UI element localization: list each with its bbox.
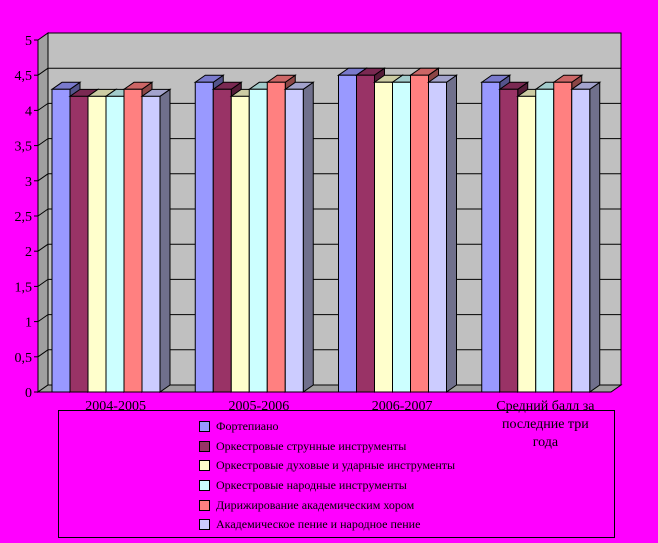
bar	[141, 95, 161, 393]
legend-item: Оркестровые духовые и ударные инструмент…	[199, 456, 455, 476]
bar	[392, 81, 411, 393]
bar	[499, 88, 519, 393]
legend-item: Дирижирование академическим хором	[199, 495, 455, 515]
bar	[410, 74, 429, 393]
gridline-side	[37, 349, 49, 358]
gridline-side	[37, 208, 49, 217]
legend-swatch	[199, 499, 210, 511]
bar	[123, 88, 143, 393]
bar	[69, 95, 89, 393]
bar	[194, 81, 214, 393]
gridline-side	[37, 67, 49, 76]
bar-side	[302, 81, 314, 393]
bar	[481, 81, 501, 393]
bar	[105, 95, 125, 393]
bar	[535, 88, 555, 393]
y-tick-label: 3	[25, 175, 32, 190]
legend-swatch	[199, 460, 210, 472]
legend-label: Оркестровые народные инструменты	[216, 478, 407, 493]
y-tick-label: 4,5	[15, 69, 33, 84]
bar	[356, 74, 375, 393]
legend-swatch	[199, 421, 210, 433]
y-tick-label: 0,5	[15, 351, 33, 366]
y-tick-label: 1	[25, 316, 32, 331]
legend-list: Фортепиано Оркестровые струнные инструмен…	[199, 417, 455, 535]
legend-swatch	[199, 440, 210, 452]
bar	[51, 88, 71, 393]
gridline-side	[37, 314, 49, 323]
y-tick-label: 4	[25, 104, 32, 119]
bar	[87, 95, 107, 393]
bar-side	[589, 81, 601, 393]
legend-label: Фортепиано	[216, 419, 279, 434]
bar	[266, 81, 286, 393]
bar	[248, 88, 268, 393]
bar	[374, 81, 393, 393]
bar	[338, 74, 357, 393]
legend-item: Фортепиано	[199, 417, 455, 437]
bar	[571, 88, 591, 393]
bar-side	[446, 74, 457, 393]
gridline-side	[37, 173, 49, 182]
bar-side	[159, 88, 171, 393]
legend: Фортепиано Оркестровые струнные инструмен…	[58, 410, 615, 538]
bar	[553, 81, 573, 393]
bar	[284, 88, 304, 393]
gridline-side	[37, 138, 49, 147]
legend-item: Оркестровые народные инструменты	[199, 476, 455, 496]
y-tick-label: 2,5	[15, 210, 33, 225]
y-tick-label: 3,5	[15, 140, 33, 155]
y-tick-label: 1,5	[15, 280, 33, 295]
bar	[517, 95, 537, 393]
legend-label: Академическое пение и народное пение	[216, 517, 421, 532]
legend-label: Оркестровые струнные инструменты	[216, 438, 407, 453]
bar	[212, 88, 232, 393]
legend-swatch	[199, 519, 210, 531]
bar	[230, 95, 250, 393]
y-tick-label: 2	[25, 245, 32, 260]
y-tick-label: 0	[25, 386, 32, 401]
y-tick-label: 5	[25, 34, 32, 49]
legend-swatch	[199, 480, 210, 492]
legend-item: Академическое пение и народное пение	[199, 515, 455, 535]
legend-item: Оркестровые струнные инструменты	[199, 437, 455, 457]
gridline-side	[37, 243, 49, 252]
legend-label: Дирижирование академическим хором	[216, 497, 415, 512]
legend-label: Оркестровые духовые и ударные инструмент…	[216, 458, 456, 473]
gridline-side	[37, 278, 49, 287]
gridline-side	[37, 102, 49, 111]
bar	[428, 81, 447, 393]
